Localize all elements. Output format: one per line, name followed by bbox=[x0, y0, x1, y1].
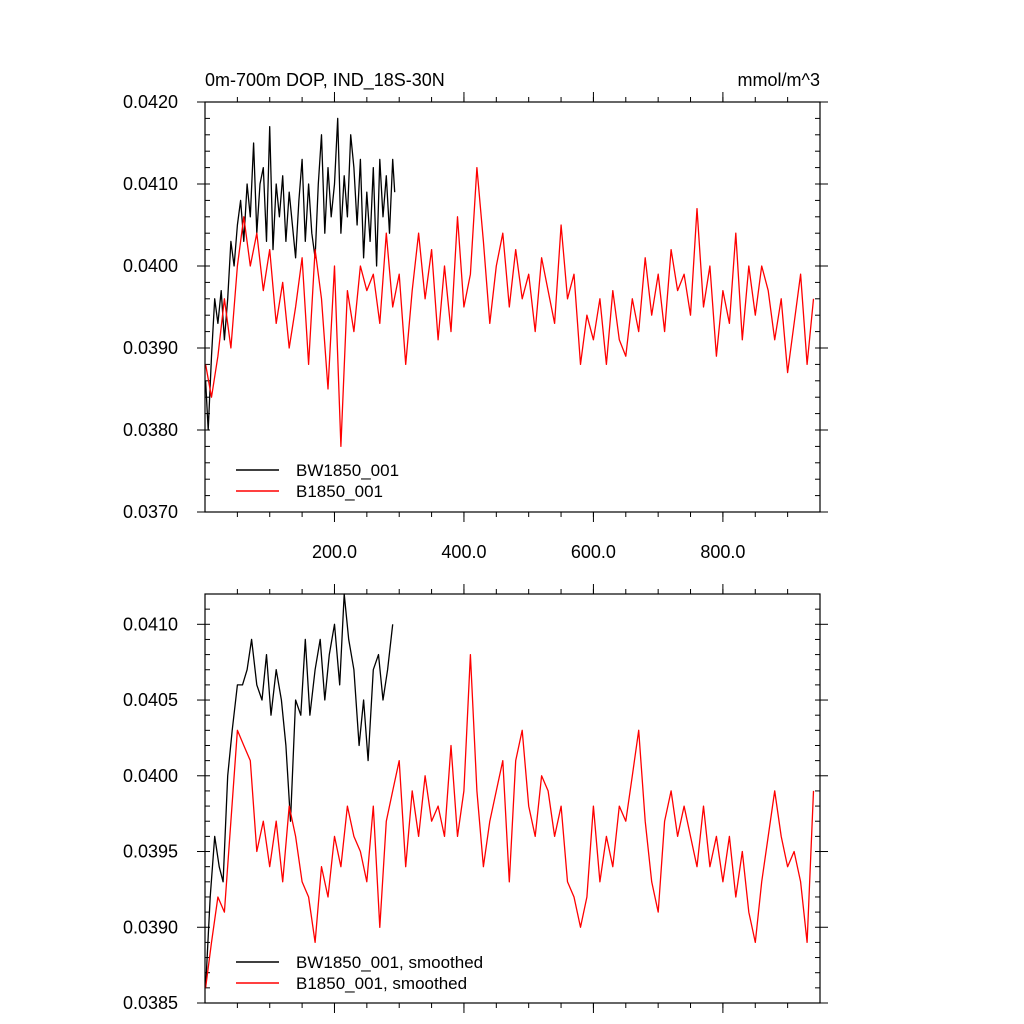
series-line-b1850 bbox=[204, 166, 815, 448]
panel-top: 0m-700m DOP, IND_18S-30N mmol/m^3 200.0 4… bbox=[123, 70, 828, 562]
y-tick-label: 0.0400 bbox=[123, 256, 178, 276]
y-tick-label: 0.0370 bbox=[123, 502, 178, 522]
y-tick-label: 0.0405 bbox=[123, 690, 178, 710]
x-tick-label: 200.0 bbox=[312, 542, 357, 562]
series-line-b1850 bbox=[204, 653, 815, 988]
x-tick-label: 600.0 bbox=[571, 542, 616, 562]
y-tick-label: 0.0385 bbox=[123, 993, 178, 1013]
y-tick-label: 0.0390 bbox=[123, 917, 178, 937]
legend-label-bw1850: BW1850_001 bbox=[296, 461, 399, 480]
x-tick-label: 400.0 bbox=[441, 542, 486, 562]
legend-label-bw1850-smoothed: BW1850_001, smoothed bbox=[296, 953, 483, 972]
y-tick-label: 0.0410 bbox=[123, 174, 178, 194]
y-tick-label: 0.0400 bbox=[123, 766, 178, 786]
panel-bottom: 0.0385 0.0390 0.0395 0.0400 0.0405 0.0410 BW1… bbox=[123, 584, 828, 1013]
units-label: mmol/m^3 bbox=[738, 70, 820, 90]
series-line-bw1850 bbox=[204, 593, 394, 988]
legend-label-b1850: B1850_001 bbox=[296, 482, 383, 501]
legend-label-b1850-smoothed: B1850_001, smoothed bbox=[296, 974, 467, 993]
legend-bottom: BW1850_001, smoothed B1850_001, smoothed bbox=[236, 953, 483, 993]
y-tick-label: 0.0380 bbox=[123, 420, 178, 440]
plot-frame-top bbox=[204, 101, 821, 513]
y-tick-label: 0.0410 bbox=[123, 614, 178, 634]
y-tick-label: 0.0420 bbox=[123, 92, 178, 112]
y-tick-label: 0.0390 bbox=[123, 338, 178, 358]
series-line-bw1850 bbox=[204, 117, 396, 431]
legend-top: BW1850_001 B1850_001 bbox=[236, 461, 399, 501]
plot-frame-bottom bbox=[204, 593, 821, 1004]
x-tick-label: 800.0 bbox=[700, 542, 745, 562]
y-tick-label: 0.0395 bbox=[123, 842, 178, 862]
chart-title: 0m-700m DOP, IND_18S-30N bbox=[205, 70, 445, 91]
